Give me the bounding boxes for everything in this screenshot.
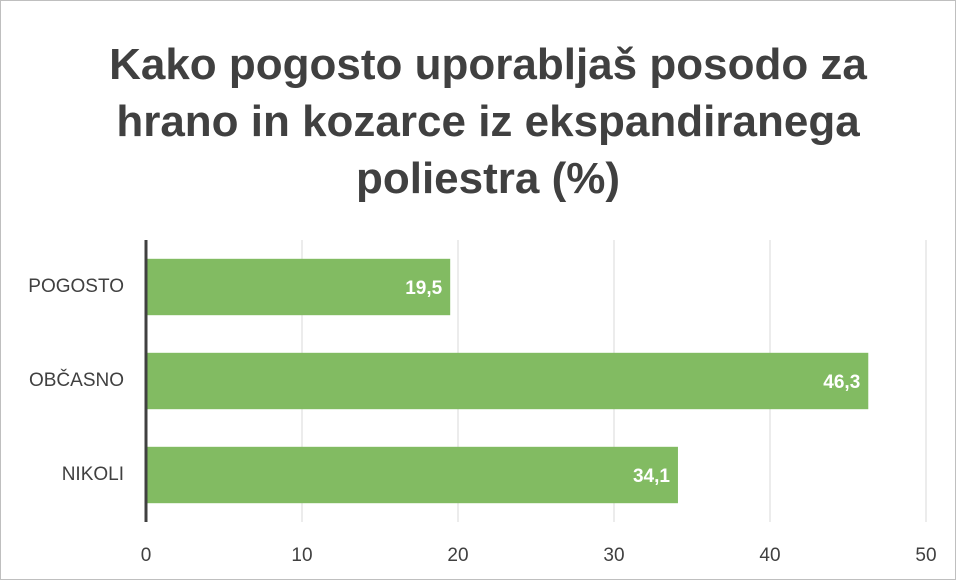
bar	[146, 446, 678, 504]
y-tick-label: NIKOLI	[62, 464, 124, 485]
bar	[146, 258, 451, 316]
x-tick-label: 10	[291, 545, 312, 566]
x-tick-label: 50	[915, 545, 936, 566]
value-label: 46,3	[823, 372, 860, 393]
bar	[146, 352, 869, 410]
y-tick-label: POGOSTO	[28, 276, 124, 297]
value-label: 34,1	[633, 466, 670, 487]
value-label: 19,5	[405, 278, 442, 299]
chart-title: Kako pogosto uporabljaš posodo za hrano …	[109, 40, 867, 203]
y-tick-label: OBČASNO	[29, 369, 124, 391]
x-tick-label: 20	[447, 545, 468, 566]
x-tick-label: 30	[603, 545, 624, 566]
x-tick-label: 0	[141, 545, 152, 566]
x-tick-label: 40	[759, 545, 780, 566]
